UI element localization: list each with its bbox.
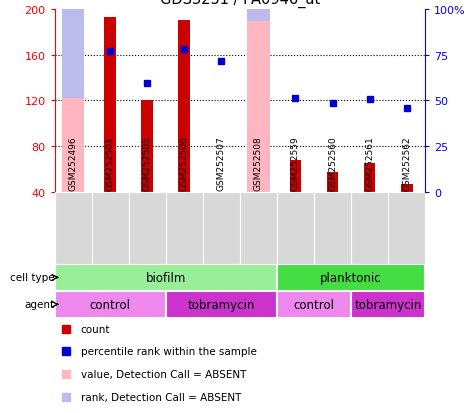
Text: control: control [90,298,131,311]
Text: tobramycin: tobramycin [188,298,255,311]
Bar [277,264,425,291]
Bar [62,99,84,192]
Text: percentile rank within the sample: percentile rank within the sample [81,347,256,356]
Bar [290,160,301,192]
Bar [104,18,116,192]
Bar [401,184,412,192]
Bar [247,21,269,192]
Bar [327,173,338,192]
Bar [55,264,277,291]
Text: control: control [294,298,334,311]
Bar [247,0,269,192]
Bar [364,164,375,192]
Text: value, Detection Call = ABSENT: value, Detection Call = ABSENT [81,369,246,379]
Bar [166,291,277,318]
Bar [55,291,166,318]
Text: agent: agent [25,299,55,310]
Title: GDS3251 / PA0946_at: GDS3251 / PA0946_at [160,0,320,7]
Text: planktonic: planktonic [320,271,382,284]
Bar [142,101,153,192]
Text: cell type: cell type [10,273,55,283]
Text: count: count [81,324,110,334]
Text: rank, Detection Call = ABSENT: rank, Detection Call = ABSENT [81,392,241,402]
Bar [179,21,190,192]
Text: biofilm: biofilm [146,271,186,284]
Text: tobramycin: tobramycin [354,298,422,311]
Bar [351,291,425,318]
Bar [62,0,84,192]
Bar [277,291,351,318]
